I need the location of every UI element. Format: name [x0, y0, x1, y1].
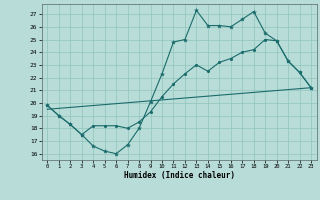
X-axis label: Humidex (Indice chaleur): Humidex (Indice chaleur)	[124, 171, 235, 180]
